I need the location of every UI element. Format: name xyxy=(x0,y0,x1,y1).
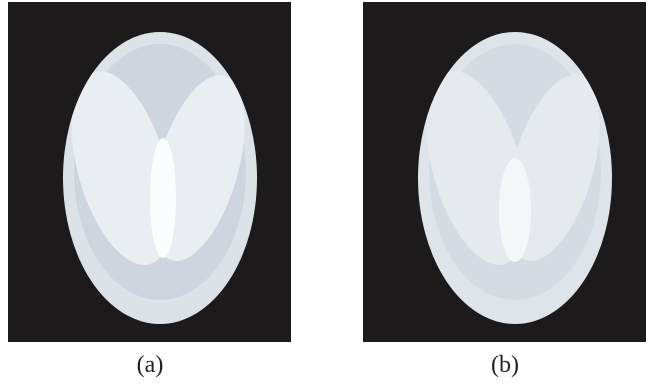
panel-a xyxy=(8,2,291,342)
panel-label: (b) xyxy=(491,352,519,378)
bright-spot xyxy=(499,158,531,262)
panel-b xyxy=(363,2,646,342)
bright-spot xyxy=(150,138,176,258)
page: (a) (b) (() => { const data = JSON.parse… xyxy=(0,0,654,388)
figure: (a) (b) xyxy=(0,0,654,388)
panel-label: (a) xyxy=(137,352,164,378)
